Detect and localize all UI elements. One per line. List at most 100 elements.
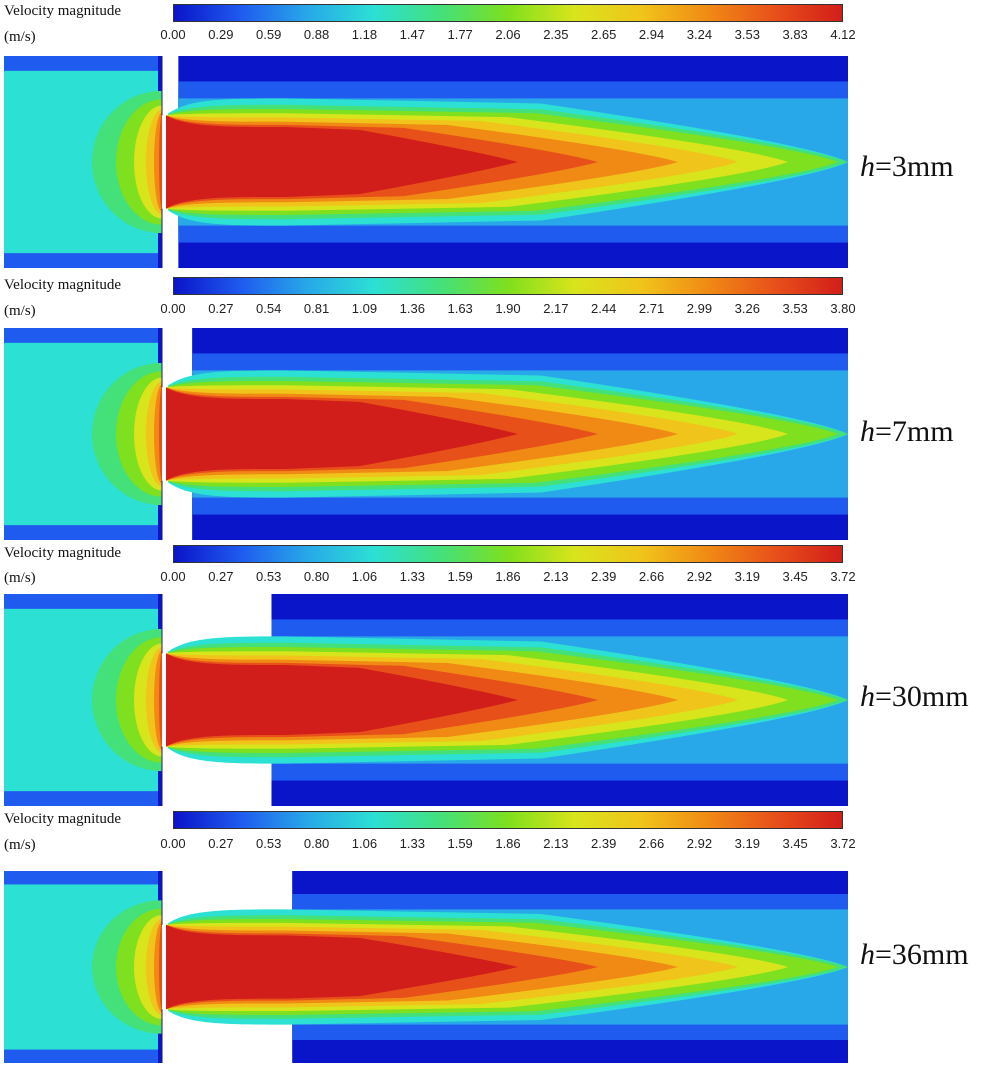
orifice-plate-upper bbox=[162, 871, 168, 925]
colorbar-unit: (m/s) bbox=[4, 29, 36, 45]
colorbar bbox=[173, 811, 843, 829]
colorbar-tick-label: 1.36 bbox=[399, 301, 425, 316]
colorbar-tick-label: 0.80 bbox=[303, 836, 330, 851]
colorbar-ticks: 0.00 0.27 0.54 0.81 1.09 1.36 1.63 1.90 2.17 2.44… bbox=[160, 301, 855, 316]
colorbar-tick-label: 0.88 bbox=[303, 27, 330, 42]
colorbar-tick-label: 2.92 bbox=[686, 569, 713, 584]
colorbar-tick-label: 1.59 bbox=[447, 569, 473, 584]
colorbar-ticks: 0.00 0.27 0.53 0.80 1.06 1.33 1.59 1.86 2.13 2.39… bbox=[160, 569, 855, 584]
upstream-corner bbox=[158, 56, 162, 99]
orifice-plate-lower bbox=[162, 1009, 168, 1063]
upstream-wall-layer bbox=[4, 871, 162, 885]
colorbar-tick-label: 0.27 bbox=[208, 301, 234, 316]
colorbar-tick-label: 2.13 bbox=[543, 569, 569, 584]
orifice-plate-lower bbox=[162, 208, 168, 268]
colorbar-tick-label: 0.53 bbox=[256, 569, 282, 584]
colorbar-title: Velocity magnitude bbox=[4, 277, 122, 293]
colorbar-tick-label: 3.19 bbox=[734, 836, 760, 851]
colorbar-tick-label: 1.06 bbox=[351, 836, 378, 851]
contour-panel-1: Velocity magnitude (m/s) 0.00 0.29 0.59 0.8… bbox=[0, 0, 997, 270]
jet-contour-band bbox=[166, 115, 518, 209]
colorbar-tick-label: 0.80 bbox=[303, 569, 330, 584]
colorbar-tick-label: 3.19 bbox=[734, 569, 760, 584]
colorbar-tick-label: 3.83 bbox=[782, 27, 808, 42]
velocity-contour-field bbox=[4, 56, 848, 268]
upstream-wall-layer bbox=[4, 253, 162, 268]
colorbar-tick-label: 0.00 bbox=[160, 301, 186, 316]
colorbar-tick-label: 2.94 bbox=[638, 27, 665, 42]
colorbar-ticks: 0.00 0.29 0.59 0.88 1.18 1.47 1.77 2.06 2.35 2.65… bbox=[160, 27, 855, 42]
orifice-plate-upper bbox=[162, 594, 168, 654]
colorbar-tick-label: 1.06 bbox=[351, 569, 378, 584]
colorbar bbox=[173, 4, 843, 22]
upstream-corner bbox=[158, 871, 162, 910]
colorbar-title: Velocity magnitude bbox=[4, 811, 122, 827]
colorbar-tick-label: 3.80 bbox=[830, 301, 856, 316]
colorbar-tick-label: 2.35 bbox=[543, 27, 569, 42]
upstream-corner bbox=[158, 497, 162, 540]
colorbar-tick-label: 0.00 bbox=[160, 27, 186, 42]
colorbar-tick-label: 1.86 bbox=[495, 569, 521, 584]
contour-panel-2: Velocity magnitude (m/s) 0.00 0.27 0.54 0.8… bbox=[0, 270, 997, 540]
velocity-contour-field bbox=[4, 594, 848, 806]
colorbar-tick-label: 1.18 bbox=[351, 27, 378, 42]
upstream-corner bbox=[158, 328, 162, 371]
contour-panel-3: Velocity magnitude (m/s) 0.00 0.27 0.53 0.8… bbox=[0, 540, 997, 806]
upstream-wall-layer bbox=[4, 56, 162, 71]
orifice-plate-upper bbox=[162, 328, 168, 388]
contour-panel-4: Velocity magnitude (m/s) 0.00 0.27 0.53 0.8… bbox=[0, 805, 997, 1063]
orifice-plate-lower bbox=[162, 480, 168, 540]
colorbar-tick-label: 0.00 bbox=[160, 569, 186, 584]
colorbar-tick-label: 2.17 bbox=[543, 301, 569, 316]
colorbar-tick-label: 4.12 bbox=[830, 27, 856, 42]
gap-label: h=3mm bbox=[860, 150, 954, 183]
colorbar-tick-label: 1.77 bbox=[447, 27, 473, 42]
colorbar-tick-label: 0.27 bbox=[208, 836, 234, 851]
colorbar-unit: (m/s) bbox=[4, 303, 36, 319]
velocity-contour-field bbox=[4, 871, 848, 1063]
gap-label: h=30mm bbox=[860, 680, 969, 713]
colorbar-title: Velocity magnitude bbox=[4, 3, 122, 19]
colorbar-ticks: 0.00 0.27 0.53 0.80 1.06 1.33 1.59 1.86 2.13 2.39… bbox=[160, 836, 855, 851]
colorbar-tick-label: 1.86 bbox=[495, 836, 521, 851]
colorbar-tick-label: 1.63 bbox=[447, 301, 473, 316]
colorbar-tick-label: 1.90 bbox=[495, 301, 521, 316]
colorbar-tick-label: 3.72 bbox=[830, 569, 856, 584]
colorbar bbox=[173, 545, 843, 563]
upstream-corner bbox=[158, 763, 162, 806]
upstream-corner bbox=[158, 594, 162, 637]
colorbar-tick-label: 2.66 bbox=[638, 569, 665, 584]
upstream-wall-layer bbox=[4, 525, 162, 540]
colorbar-tick-label: 3.45 bbox=[782, 569, 808, 584]
jet-contour-band bbox=[166, 924, 518, 1010]
colorbar-tick-label: 0.00 bbox=[160, 836, 186, 851]
colorbar-tick-label: 0.59 bbox=[256, 27, 282, 42]
gap-label: h=36mm bbox=[860, 938, 969, 971]
upstream-corner bbox=[158, 225, 162, 268]
colorbar-tick-label: 2.39 bbox=[591, 569, 617, 584]
colorbar-tick-label: 2.65 bbox=[591, 27, 617, 42]
jet-contour-band bbox=[166, 653, 518, 747]
upstream-wall-layer bbox=[4, 791, 162, 806]
colorbar-tick-label: 3.53 bbox=[782, 301, 808, 316]
colorbar-tick-label: 3.26 bbox=[734, 301, 760, 316]
velocity-contour-field bbox=[4, 328, 848, 540]
upstream-wall-layer bbox=[4, 328, 162, 343]
colorbar-tick-label: 3.53 bbox=[734, 27, 760, 42]
upstream-corner bbox=[158, 1024, 162, 1063]
colorbar-tick-label: 2.66 bbox=[638, 836, 665, 851]
colorbar-tick-label: 2.13 bbox=[543, 836, 569, 851]
gap-label: h=7mm bbox=[860, 415, 954, 448]
colorbar-tick-label: 1.09 bbox=[351, 301, 378, 316]
colorbar-unit: (m/s) bbox=[4, 570, 36, 586]
colorbar-tick-label: 2.44 bbox=[591, 301, 617, 316]
colorbar bbox=[173, 277, 843, 295]
upstream-wall-layer bbox=[4, 594, 162, 609]
colorbar-tick-label: 3.24 bbox=[686, 27, 713, 42]
colorbar-tick-label: 0.29 bbox=[208, 27, 234, 42]
colorbar-tick-label: 3.72 bbox=[830, 836, 856, 851]
colorbar-unit: (m/s) bbox=[4, 837, 36, 853]
colorbar-tick-label: 0.27 bbox=[208, 569, 234, 584]
jet-contour-band bbox=[166, 387, 518, 481]
colorbar-tick-label: 2.06 bbox=[495, 27, 521, 42]
